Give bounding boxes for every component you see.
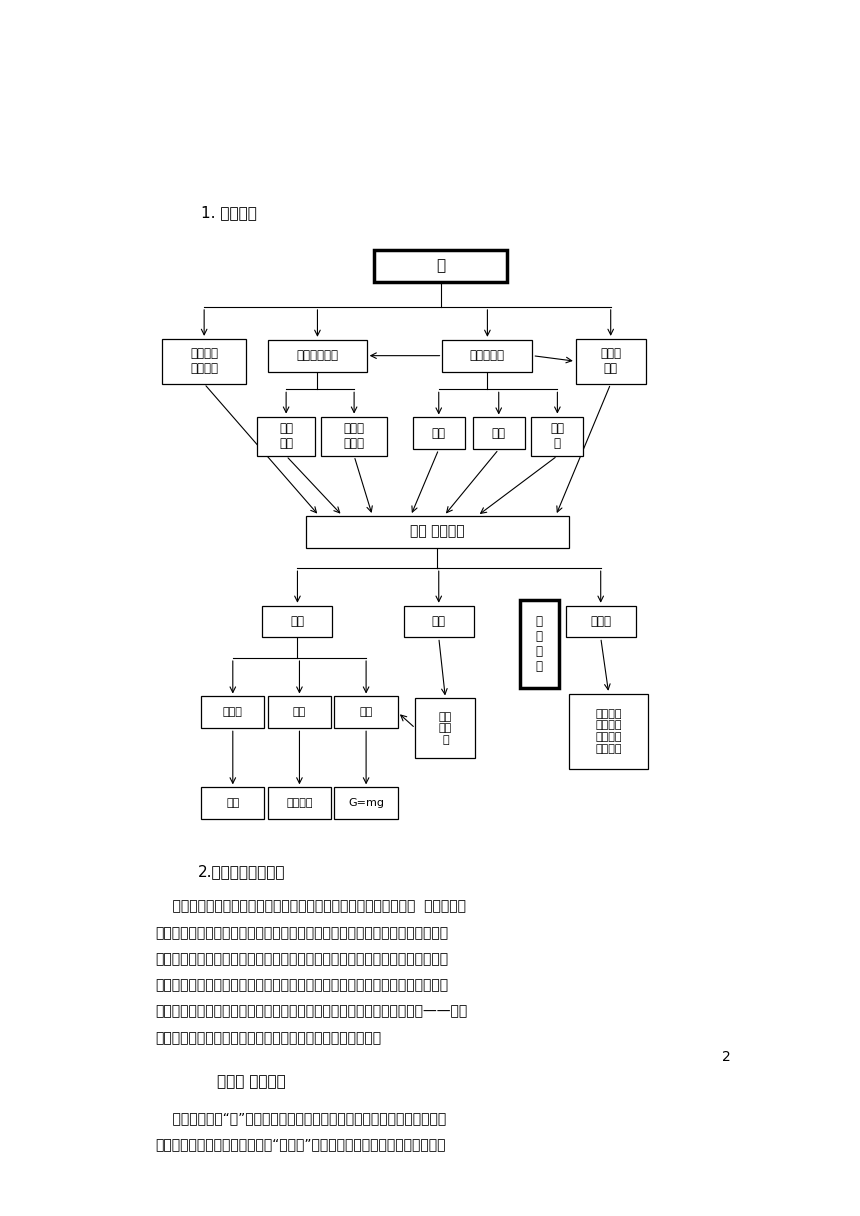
FancyBboxPatch shape [575,339,646,384]
Text: 本章主要学习力的概念、力的测量、力的三要素、力的表示方法，  以及重力、: 本章主要学习力的概念、力的测量、力的三要素、力的表示方法， 以及重力、 [156,900,466,913]
Text: 重力: 重力 [291,615,304,629]
FancyBboxPatch shape [262,606,333,637]
Text: 般规律．本章首先从学生的经验出发概括出力的概念，力的作用是相互的和力的: 般规律．本章首先从学生的经验出发概括出力的概念，力的作用是相互的和力的 [156,952,449,966]
FancyBboxPatch shape [306,516,569,547]
Text: 常见 的三种力: 常见 的三种力 [410,524,464,539]
Text: 作用效果，然后介绍影响力的作用效果的三个因素（力的三要素），力的单位和: 作用效果，然后介绍影响力的作用效果的三个因素（力的三要素），力的单位和 [156,979,449,992]
FancyBboxPatch shape [335,787,398,820]
FancyBboxPatch shape [374,249,507,282]
Text: 1. 知识框架: 1. 知识框架 [201,206,256,220]
Text: 作用
点: 作用 点 [550,422,564,450]
Text: 大小: 大小 [359,708,372,717]
FancyBboxPatch shape [403,606,474,637]
FancyBboxPatch shape [566,606,636,637]
FancyBboxPatch shape [415,698,476,759]
Text: 力的作用
是相互的: 力的作用 是相互的 [190,348,218,376]
Text: 方向: 方向 [492,427,506,440]
FancyBboxPatch shape [322,417,387,456]
Text: 弹力的基本知识。本章教材的编排由浅入深，层层递进，符合学生认知事物的一: 弹力的基本知识。本章教材的编排由浅入深，层层递进，符合学生认知事物的一 [156,925,449,940]
Text: 大小: 大小 [432,427,445,440]
FancyBboxPatch shape [267,787,331,820]
FancyBboxPatch shape [531,417,583,456]
Text: 和重力。通过本章知识的学习引导学生跨入力学世界的大门。: 和重力。通过本章知识的学习引导学生跨入力学世界的大门。 [156,1031,382,1045]
Text: 竖直向下: 竖直向下 [286,798,313,809]
Text: 2: 2 [722,1049,731,1064]
Text: 力的作用效果: 力的作用效果 [297,349,339,362]
FancyBboxPatch shape [268,339,366,372]
FancyBboxPatch shape [201,697,265,728]
Text: 方向: 方向 [292,708,306,717]
FancyBboxPatch shape [201,787,265,820]
Text: （三） 学情分析: （三） 学情分析 [218,1074,286,1088]
FancyBboxPatch shape [257,417,316,456]
FancyBboxPatch shape [569,693,648,769]
Text: 弹力: 弹力 [432,615,445,629]
Text: G=mg: G=mg [348,798,384,809]
Text: 初中学生对于“力”，既熟悉又陌生。虽然在平时的生活、生产中经常谈到: 初中学生对于“力”，既熟悉又陌生。虽然在平时的生活、生产中经常谈到 [156,1111,446,1125]
Text: 摩擦力: 摩擦力 [590,615,611,629]
FancyBboxPatch shape [520,599,559,688]
Text: 作用点: 作用点 [223,708,243,717]
FancyBboxPatch shape [267,697,331,728]
Text: 重心: 重心 [226,798,239,809]
Text: 力的示
意图: 力的示 意图 [600,348,621,376]
FancyBboxPatch shape [473,417,525,449]
Text: 力: 力 [436,258,445,274]
Text: 力的示意图（第一节）。在此基础上，第二、第三分别介绍两种常见的力——弹力: 力的示意图（第一节）。在此基础上，第二、第三分别介绍两种常见的力——弹力 [156,1004,468,1019]
FancyBboxPatch shape [413,417,464,449]
Text: 实验探究
滑动摩擦
力与哪些
因素有关: 实验探究 滑动摩擦 力与哪些 因素有关 [595,709,622,754]
Text: 2.内容内在逻辑分析: 2.内容内在逻辑分析 [198,865,285,879]
FancyBboxPatch shape [335,697,398,728]
Text: 弹簧
测力
计: 弹簧 测力 计 [439,711,452,745]
Text: 力，但这时的知识只是关于力的“前概念”和经验性认识。其中有一些是基本正: 力，但这时的知识只是关于力的“前概念”和经验性认识。其中有一些是基本正 [156,1137,446,1152]
Text: 改变运
动状态: 改变运 动状态 [344,422,365,450]
Text: 产生
形变: 产生 形变 [280,422,293,450]
FancyBboxPatch shape [163,339,246,384]
FancyBboxPatch shape [442,339,532,372]
Text: 本
章
延
申: 本 章 延 申 [536,615,543,672]
Text: 力的三要素: 力的三要素 [470,349,505,362]
